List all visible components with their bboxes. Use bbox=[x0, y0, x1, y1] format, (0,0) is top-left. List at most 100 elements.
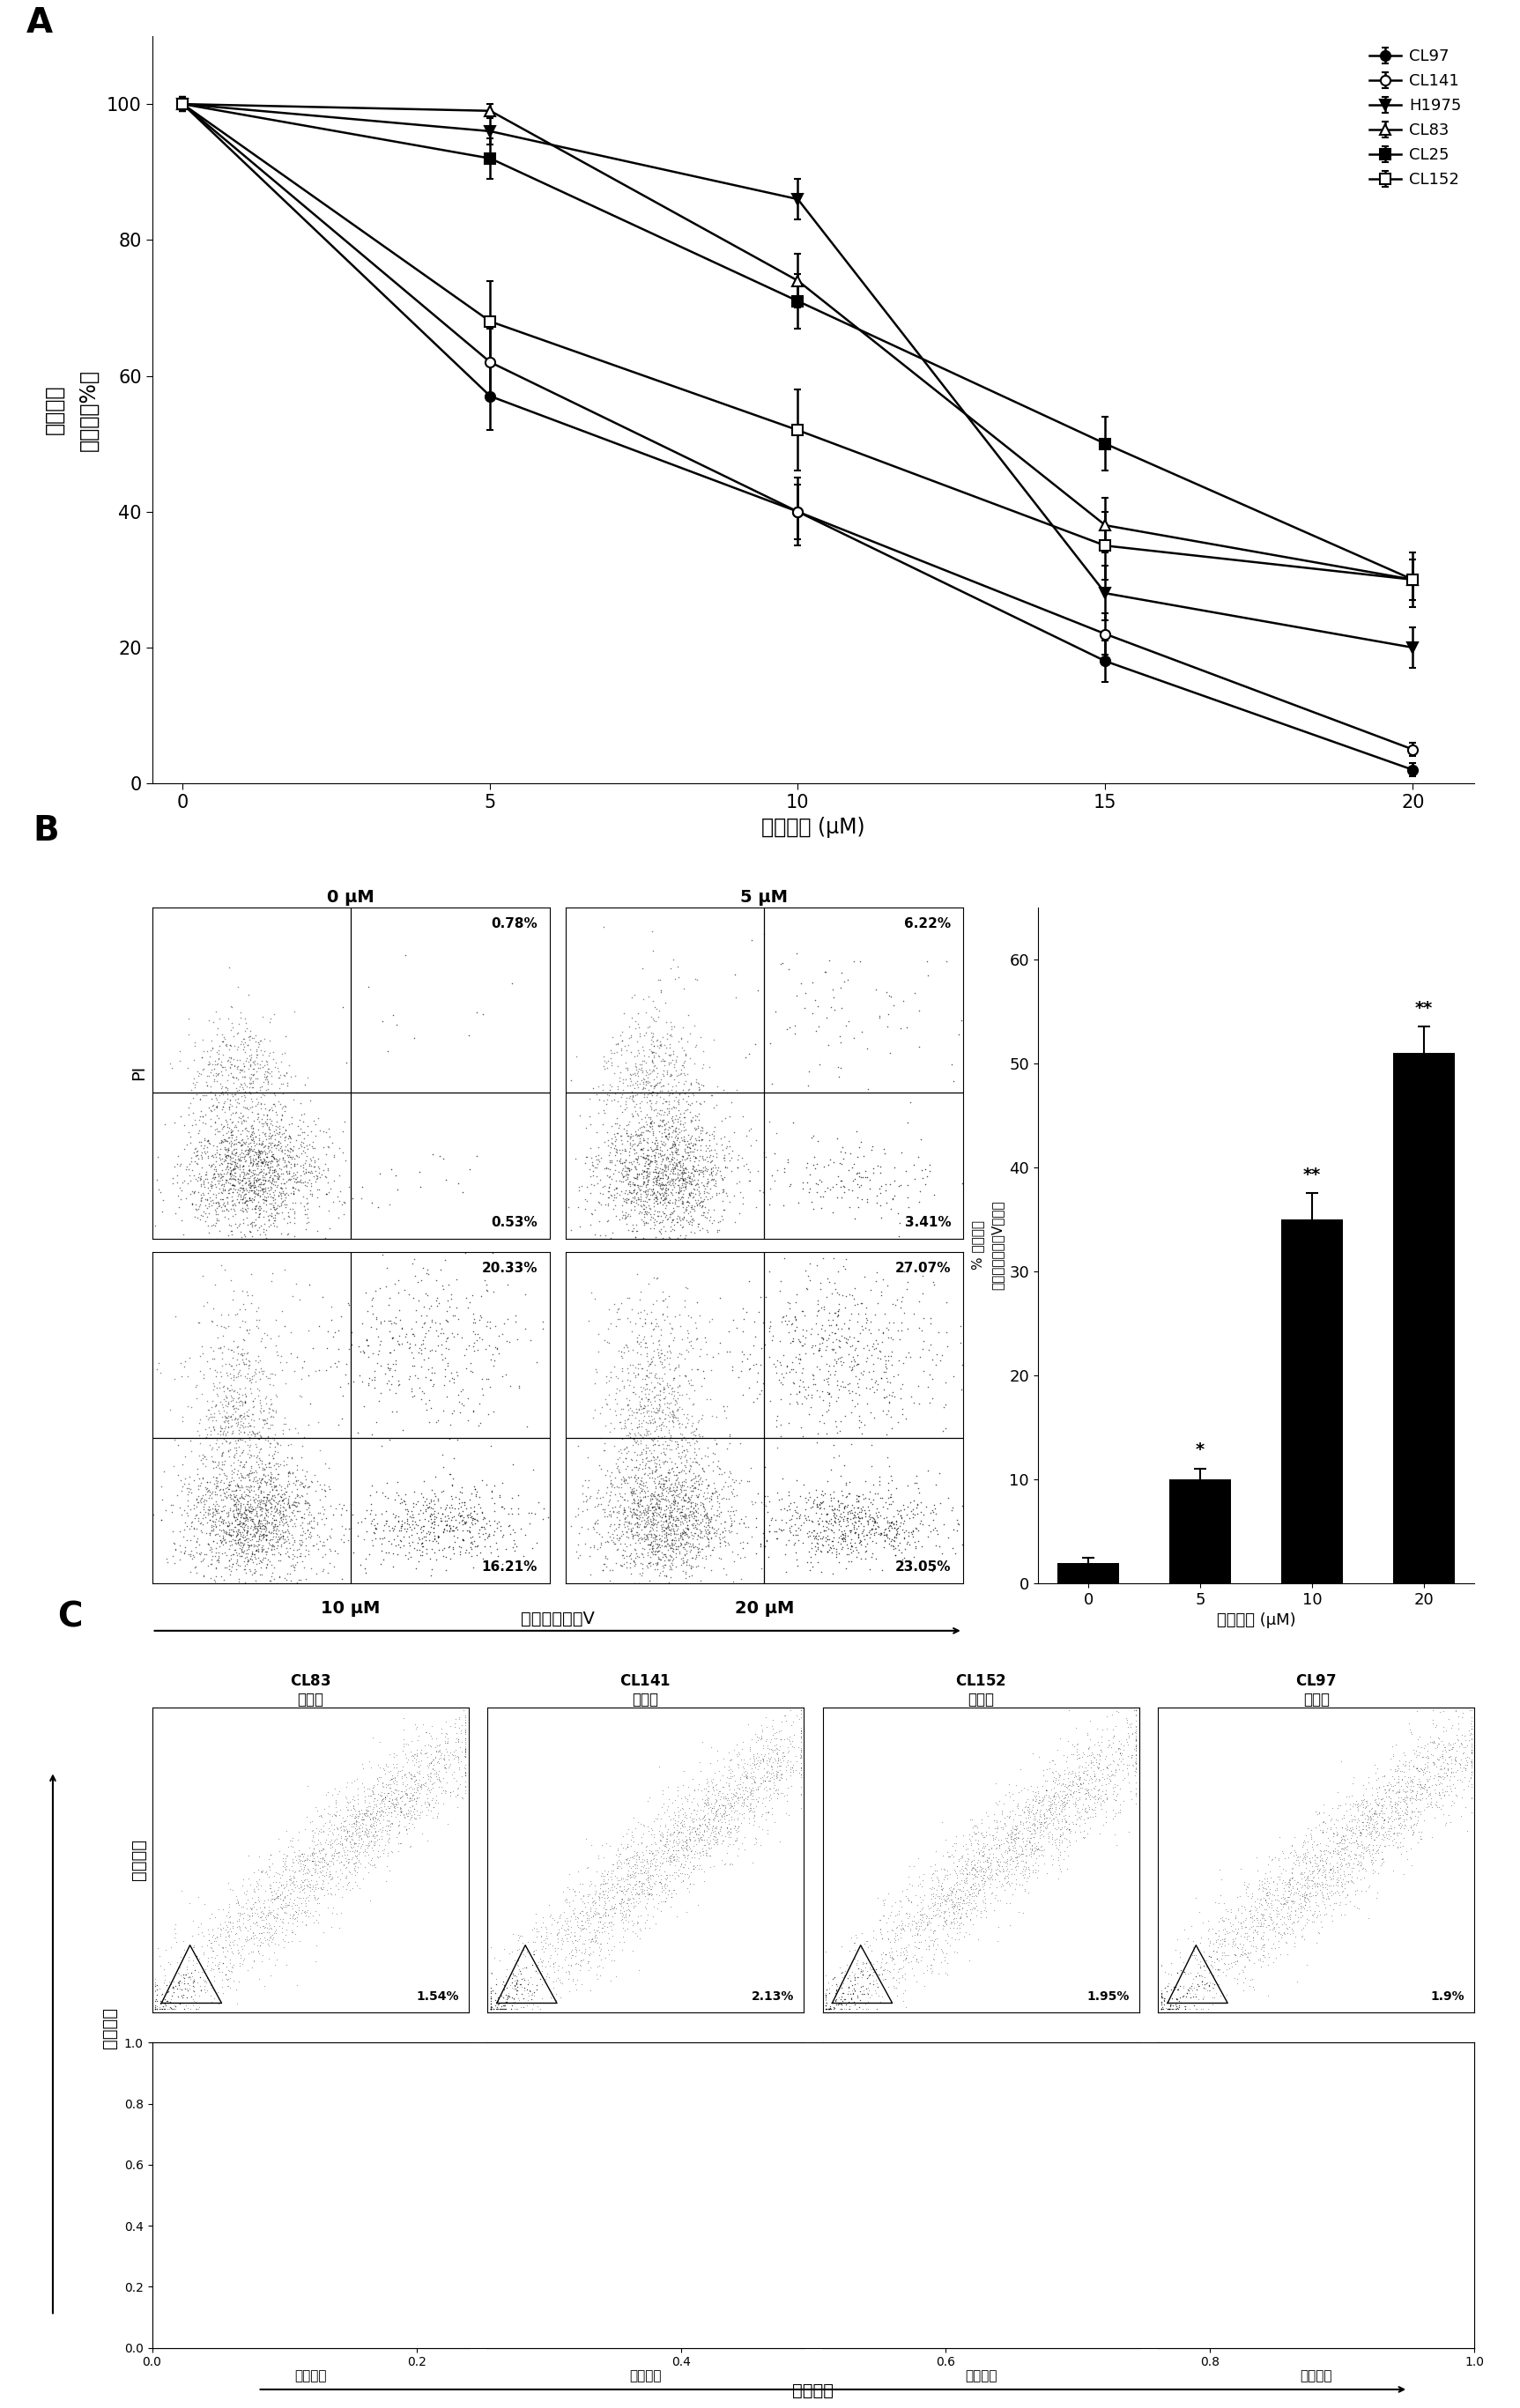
Point bbox=[337, 1832, 362, 1871]
Point bbox=[1415, 1724, 1439, 1763]
Point bbox=[1415, 1787, 1439, 1825]
Point bbox=[932, 1876, 956, 1914]
Point bbox=[385, 2158, 409, 2196]
Point bbox=[611, 1442, 635, 1481]
Point bbox=[328, 1368, 353, 1406]
Point bbox=[654, 1825, 678, 1864]
Point bbox=[334, 1871, 359, 1910]
Point bbox=[219, 1950, 243, 1989]
Point bbox=[765, 2112, 789, 2150]
Point bbox=[324, 2220, 348, 2259]
Point bbox=[848, 1122, 872, 1161]
Point bbox=[296, 1190, 321, 1228]
Point bbox=[182, 1510, 207, 1548]
Point bbox=[614, 1180, 638, 1218]
Point bbox=[684, 2167, 708, 2206]
Point bbox=[230, 1168, 254, 1206]
Point bbox=[736, 2146, 760, 2184]
Point bbox=[676, 1127, 701, 1165]
Point bbox=[663, 1149, 687, 1187]
Point bbox=[774, 1794, 798, 1832]
Point bbox=[763, 1712, 787, 1751]
Point bbox=[278, 1312, 302, 1351]
Point bbox=[391, 1760, 415, 1799]
Point bbox=[1224, 1936, 1248, 1975]
Point bbox=[617, 2194, 641, 2232]
Point bbox=[166, 1476, 190, 1515]
Point bbox=[774, 1746, 798, 1784]
Point bbox=[640, 1141, 664, 1180]
Point bbox=[730, 1462, 754, 1500]
Point bbox=[862, 2280, 886, 2319]
Point bbox=[1047, 2121, 1072, 2160]
Point bbox=[257, 2215, 281, 2254]
Point bbox=[1026, 1792, 1050, 1830]
Point bbox=[420, 1303, 444, 1341]
Point bbox=[377, 2093, 401, 2131]
Point bbox=[1269, 2280, 1294, 2319]
Point bbox=[956, 1840, 980, 1878]
Point bbox=[1257, 1910, 1281, 1948]
Point bbox=[415, 1310, 439, 1348]
Point bbox=[1254, 1890, 1278, 1929]
Point bbox=[863, 1503, 888, 1541]
Point bbox=[1294, 1883, 1318, 1922]
Point bbox=[836, 1541, 860, 1580]
Point bbox=[268, 1907, 292, 1946]
Point bbox=[813, 997, 838, 1035]
Point bbox=[521, 1934, 546, 1972]
Point bbox=[433, 1724, 458, 1763]
Point bbox=[340, 2146, 365, 2184]
Point bbox=[251, 1481, 275, 1519]
Point bbox=[689, 1503, 713, 1541]
Point bbox=[1411, 2129, 1435, 2167]
Point bbox=[702, 1474, 727, 1512]
Point bbox=[789, 1748, 813, 1787]
Point bbox=[351, 1832, 375, 1871]
Point bbox=[632, 1876, 657, 1914]
Point bbox=[246, 1141, 271, 1180]
Point bbox=[827, 1505, 851, 1544]
Point bbox=[848, 1972, 872, 2011]
Point bbox=[173, 1149, 198, 1187]
Point bbox=[576, 1941, 600, 1979]
Point bbox=[1307, 2179, 1332, 2218]
Point bbox=[195, 1158, 219, 1197]
Point bbox=[699, 1161, 724, 1199]
Point bbox=[572, 1941, 596, 1979]
Point bbox=[1297, 2155, 1321, 2194]
Point bbox=[261, 1445, 286, 1483]
Point bbox=[198, 1182, 222, 1221]
Point bbox=[572, 2244, 596, 2283]
Point bbox=[629, 1498, 654, 1536]
Point bbox=[649, 1125, 673, 1163]
Point bbox=[813, 1522, 838, 1560]
Point bbox=[421, 1746, 445, 1784]
Point bbox=[610, 1093, 634, 1132]
Point bbox=[540, 1517, 564, 1556]
Point bbox=[678, 1086, 702, 1125]
Point bbox=[1284, 2174, 1309, 2213]
Point bbox=[1064, 1820, 1088, 1859]
Point bbox=[926, 1924, 950, 1963]
Point bbox=[839, 1341, 863, 1380]
Point bbox=[961, 2189, 985, 2227]
Point bbox=[762, 1753, 786, 1792]
Point bbox=[578, 1866, 602, 1905]
Point bbox=[248, 1440, 272, 1479]
Point bbox=[634, 1296, 658, 1334]
Point bbox=[567, 2194, 591, 2232]
Point bbox=[1432, 1775, 1456, 1813]
Point bbox=[453, 2061, 477, 2100]
Point bbox=[1050, 2112, 1075, 2150]
Point bbox=[853, 2280, 877, 2319]
Point bbox=[617, 1503, 641, 1541]
Point bbox=[853, 1531, 877, 1570]
Point bbox=[511, 2285, 535, 2324]
Point bbox=[558, 2264, 582, 2302]
Point bbox=[1201, 1965, 1225, 2003]
Point bbox=[190, 2307, 214, 2345]
Point bbox=[952, 1917, 976, 1955]
Point bbox=[351, 2131, 375, 2170]
Point bbox=[968, 1830, 993, 1869]
